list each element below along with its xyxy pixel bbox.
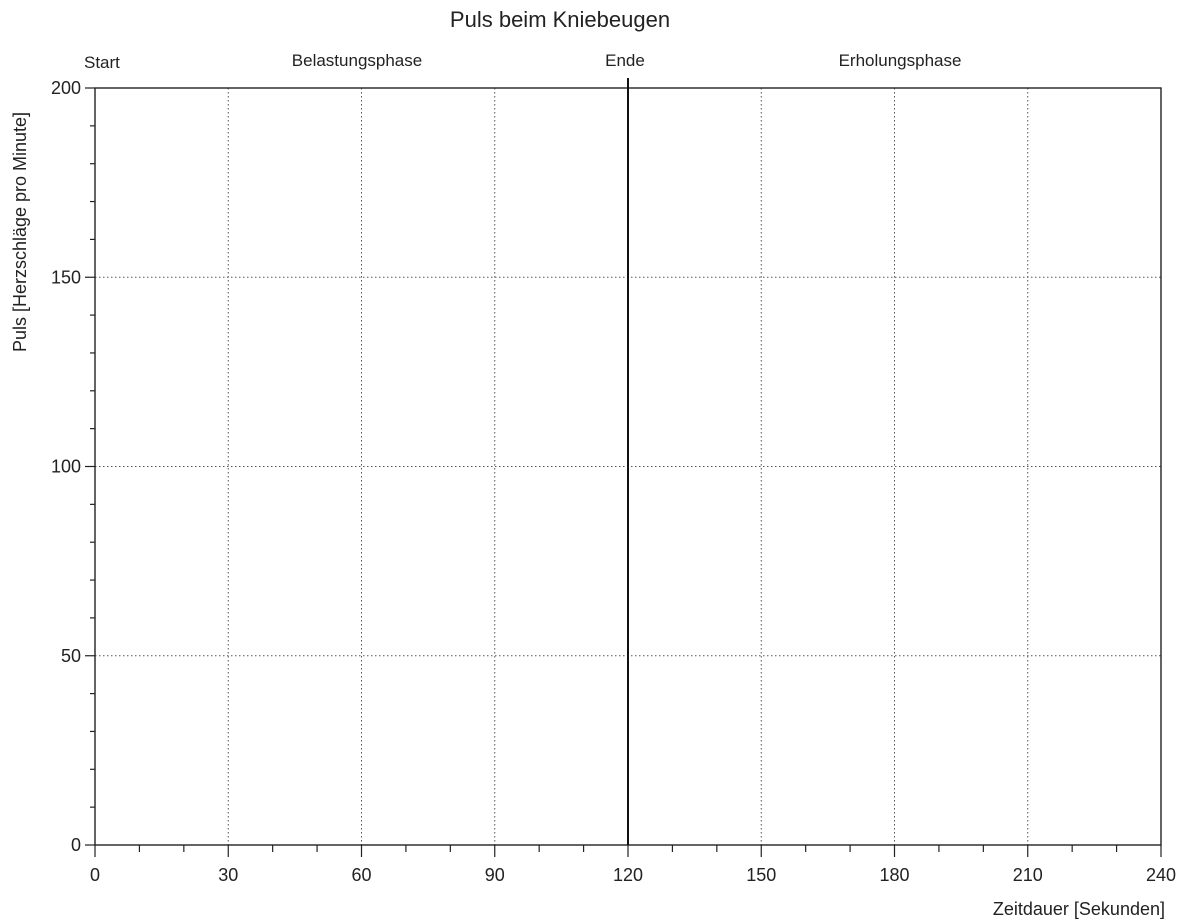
x-tick-label-0: 0 bbox=[90, 865, 100, 885]
y-tick-label-200: 200 bbox=[51, 78, 81, 98]
x-tick-label-240: 240 bbox=[1146, 865, 1176, 885]
x-tick-label-30: 30 bbox=[218, 865, 238, 885]
x-tick-label-180: 180 bbox=[879, 865, 909, 885]
phase-label-erholungsphase: Erholungsphase bbox=[839, 51, 962, 70]
x-tick-label-150: 150 bbox=[746, 865, 776, 885]
x-tick-label-210: 210 bbox=[1013, 865, 1043, 885]
chart-title: Puls beim Kniebeugen bbox=[450, 7, 670, 32]
start-marker-label: Start bbox=[84, 53, 120, 72]
y-tick-label-50: 50 bbox=[61, 646, 81, 666]
y-tick-label-0: 0 bbox=[71, 835, 81, 855]
x-tick-label-90: 90 bbox=[485, 865, 505, 885]
phase-label-belastungsphase: Belastungsphase bbox=[292, 51, 422, 70]
x-tick-label-60: 60 bbox=[351, 865, 371, 885]
axis-ticks bbox=[85, 87, 1162, 857]
x-axis-label: Zeitdauer [Sekunden] bbox=[993, 899, 1165, 919]
x-tick-label-120: 120 bbox=[613, 865, 643, 885]
y-tick-label-100: 100 bbox=[51, 457, 81, 477]
y-axis-label: Puls [Herzschläge pro Minute] bbox=[10, 112, 30, 352]
y-tick-label-150: 150 bbox=[51, 267, 81, 287]
x-tick-labels: 0 30 60 90 120 150 180 210 240 bbox=[90, 865, 1176, 885]
end-marker-label: Ende bbox=[605, 51, 645, 70]
y-tick-labels: 0 50 100 150 200 bbox=[51, 78, 81, 855]
